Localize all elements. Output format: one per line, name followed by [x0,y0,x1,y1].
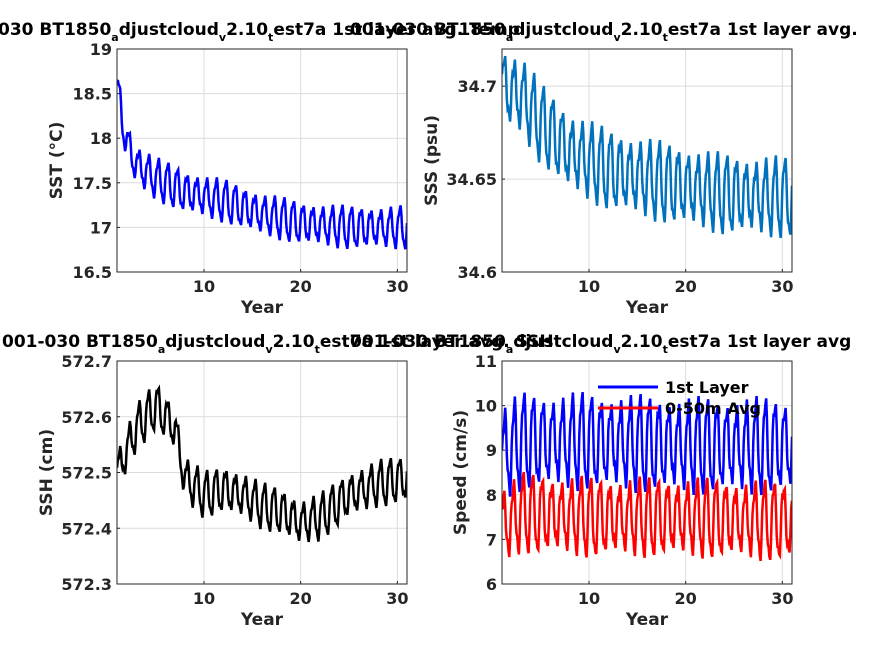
x-axis-label: Year [625,610,669,630]
y-tick-label: 18 [90,129,112,148]
y-tick-label: 16.5 [73,263,112,282]
x-axis-label: Year [625,298,669,318]
y-tick-label: 572.3 [61,575,112,594]
x-tick-label: 20 [675,589,697,608]
y-tick-label: 10 [475,397,497,416]
series-line [117,384,407,543]
y-tick-label: 572.6 [61,408,112,427]
axes-box [116,360,408,585]
y-tick-label: 19 [90,40,112,59]
x-axis-label: Year [240,610,284,630]
series-line [502,471,792,562]
y-tick-label: 6 [486,575,497,594]
y-axis-label: SSS (psu) [422,115,442,206]
chart-ssh: 10 20 30 572.3 572.4 572.5 572.6 572.7 Year SSH (… [2,332,554,630]
y-tick-label: 18.5 [73,85,112,104]
y-axis-label: Speed (cm/s) [451,410,471,535]
x-tick-label: 20 [290,277,312,296]
x-tick-label: 20 [675,277,697,296]
series-line [502,55,792,239]
x-tick-label: 20 [290,589,312,608]
chart-title: 001-030 BT1850adjustcloudv2.10test7a 1st… [350,332,851,356]
axes-box [116,48,408,273]
x-tick-label: 10 [578,589,600,608]
legend: 1st Layer 0-50m Avg [598,378,761,418]
y-tick-label: 572.5 [61,464,112,483]
y-tick-label: 11 [475,352,497,371]
y-tick-label: 17 [90,218,112,237]
x-tick-label: 30 [386,277,408,296]
axes-box [501,360,793,585]
y-tick-label: 17.5 [73,174,112,193]
axes-box [501,48,793,273]
y-tick-label: 34.65 [446,170,497,189]
y-tick-label: 34.7 [458,77,497,96]
y-tick-label: 7 [486,530,497,549]
chart-sss: 10 20 30 34.6 34.65 34.7 Year SSS (psu) 001-030 … [350,20,858,318]
series-line [502,391,792,497]
chart-title: 001-030 BT1850adjustcloudv2.10test7a 1st… [350,20,858,44]
x-tick-label: 10 [193,589,215,608]
x-axis-label: Year [240,298,284,318]
y-axis-label: SST (°C) [47,122,67,200]
chart-sst: 10 20 30 16.5 17 17.5 18 18.5 19 Year SST (°C) 030 … [0,20,520,318]
x-tick-label: 30 [771,277,793,296]
y-tick-label: 8 [486,486,497,505]
x-tick-label: 30 [771,589,793,608]
x-tick-label: 10 [193,277,215,296]
y-axis-label: SSH (cm) [37,429,57,516]
legend-label: 1st Layer [665,378,749,397]
y-tick-label: 9 [486,441,497,460]
legend-label: 0-50m Avg [665,399,761,418]
y-tick-label: 572.7 [61,352,112,371]
chart-title: 030 BT1850adjustcloudv2.10test7a 1st lay… [0,20,520,44]
x-tick-label: 10 [578,277,600,296]
x-tick-label: 30 [386,589,408,608]
chart-speed: 10 20 30 6 7 8 9 10 11 Year Speed (cm/s) 001-030 BT… [350,332,851,630]
y-tick-label: 572.4 [61,519,112,538]
chart-title: 001-030 BT1850adjustcloudv2.10test7a 1st… [2,332,554,356]
y-tick-label: 34.6 [458,263,497,282]
series-line [117,79,407,250]
